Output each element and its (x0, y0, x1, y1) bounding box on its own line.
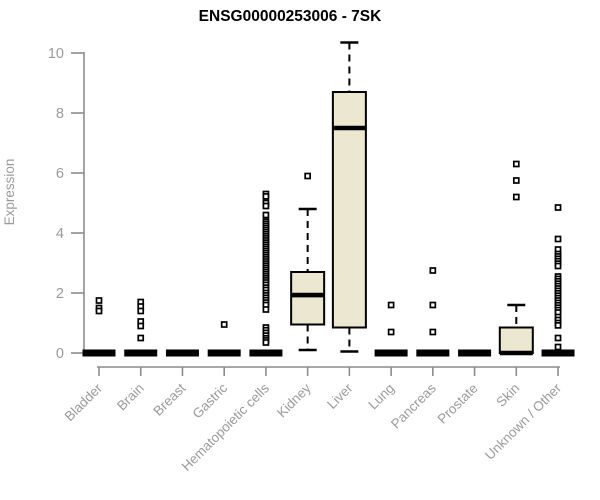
y-axis-label: Expression (2, 159, 17, 226)
y-axis-tick-label: 4 (56, 226, 64, 242)
x-axis-tick-label-liver: Liver (324, 380, 356, 412)
outlier-point-lung (387, 328, 395, 336)
x-axis-tick-label-gastric: Gastric (189, 380, 230, 421)
outlier-point-gastric (220, 321, 228, 328)
x-axis-tick-label-unknown-other: Unknown / Other (482, 380, 565, 463)
box-skin (498, 326, 534, 354)
outlier-point-brain (137, 322, 145, 330)
x-axis-tick-label-bladder: Bladder (62, 380, 106, 424)
outlier-point-brain (137, 334, 145, 342)
box-lung (374, 349, 408, 357)
box-liver (331, 91, 367, 329)
outlier-point-unknown-other (554, 343, 562, 351)
outlier-point-pancreas (429, 301, 437, 309)
x-axis-tick-label-brain: Brain (114, 381, 147, 414)
outlier-point-unknown-other (554, 262, 562, 270)
outlier-point-skin (512, 193, 520, 201)
outlier-point-kidney (304, 172, 311, 180)
outlier-point-pancreas (429, 328, 437, 336)
outlier-point-brain (137, 307, 145, 315)
outlier-point-unknown-other (554, 334, 562, 342)
y-axis-tick-label: 8 (56, 106, 64, 122)
box-breast (165, 349, 199, 357)
box-prostate (458, 349, 492, 357)
x-axis-tick-label-breast: Breast (150, 380, 188, 418)
x-axis-tick-label-skin: Skin (493, 381, 522, 410)
box-pancreas (416, 349, 450, 357)
outlier-point-bladder (95, 307, 103, 315)
outlier-point-hematopoietic-cells (262, 211, 270, 219)
outlier-point-hematopoietic-cells (262, 193, 270, 200)
outlier-point-unknown-other (554, 235, 562, 243)
y-axis-tick-label: 6 (56, 166, 64, 182)
y-axis-tick-label: 2 (56, 286, 64, 302)
outlier-point-unknown-other (554, 322, 562, 329)
x-axis-tick-label-pancreas: Pancreas (388, 380, 439, 431)
box-brain (124, 349, 158, 357)
outlier-point-unknown-other (554, 204, 562, 211)
outlier-point-hematopoietic-cells (262, 306, 270, 313)
box-bladder (82, 349, 116, 357)
outlier-point-skin (512, 177, 520, 184)
box-gastric (207, 349, 241, 357)
box-kidney (290, 271, 326, 326)
outlier-point-skin (512, 160, 520, 168)
y-axis-tick-label: 10 (48, 46, 64, 62)
outlier-point-bladder (95, 297, 103, 304)
x-axis-tick-label-prostate: Prostate (435, 381, 481, 427)
x-axis-tick-label-kidney: Kidney (274, 380, 314, 420)
box-series (82, 41, 575, 357)
x-axis-tick-label-lung: Lung (365, 381, 397, 413)
box-unknown-other (541, 349, 575, 357)
outlier-point-lung (387, 301, 395, 309)
outlier-point-hematopoietic-cells (262, 339, 270, 346)
box-hematopoietic-cells (249, 349, 283, 357)
outlier-point-hematopoietic-cells (262, 202, 270, 210)
y-axis-tick-label: 0 (56, 346, 64, 362)
chart-title: ENSG00000253006 - 7SK (199, 8, 382, 25)
outlier-point-pancreas (429, 267, 437, 274)
